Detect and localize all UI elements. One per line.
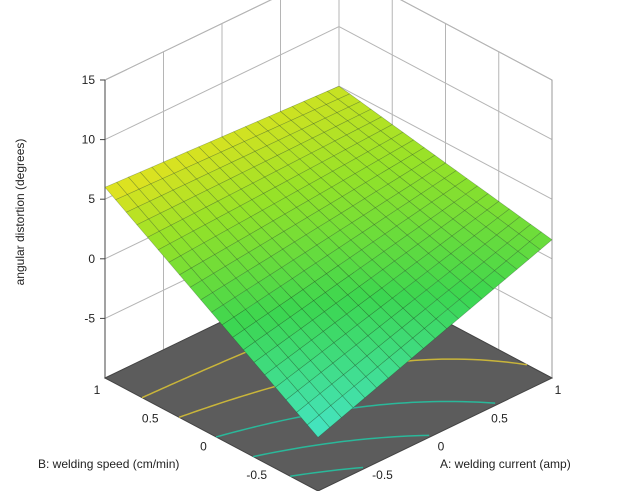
z-axis-label: angular distortion (degrees) [13,139,27,286]
surface-cell [412,328,436,349]
surface-cell [458,289,483,310]
surface-cell [377,356,401,379]
surface-cell [137,200,161,220]
surface-cell [482,270,506,290]
surface-cell [255,130,279,147]
surface-cell [264,365,288,388]
surface-cell [288,143,312,160]
surface-cell [336,275,360,296]
z-tick-label: 5 [88,192,95,206]
y-axis-label: B: welding speed (cm/min) [38,457,179,471]
surface-cell [139,166,163,185]
surface-cell [270,248,294,268]
surface-cell [321,155,345,172]
surface-cell [171,201,195,220]
surface-cell [205,200,229,219]
surface-cell [369,287,393,308]
surface-cell [400,154,424,171]
response-surface [104,85,553,438]
surface-cell [225,240,250,260]
x-tick-label: 0.5 [491,411,508,425]
surface-cell [115,194,139,213]
surface-cell [150,178,174,197]
surface-cell [303,262,327,283]
surface-cell [247,263,271,283]
z-tick-label: 10 [82,133,96,147]
surface-cell [371,251,395,270]
x-axis-label: A: welding current (amp) [440,457,571,471]
surface-cell [275,164,300,182]
surface-cell [326,247,351,267]
surface-cell [461,252,485,272]
surface-cell [344,344,368,366]
surface-cell [263,186,287,205]
surface-cell [151,161,175,179]
surface-cell [157,243,182,263]
contour-line [290,466,364,478]
surface-cell [223,277,248,298]
surface-cell [158,224,183,244]
surface-cell [172,184,196,203]
surface-cell [311,331,335,353]
x-tick-label: 0 [438,440,445,454]
z-tick-label: 15 [82,73,96,87]
surface-cell [392,270,417,290]
surface-cell [218,178,242,196]
surface-cell [306,414,331,438]
surface-cell [506,233,531,252]
y-tick-label: 1 [94,383,101,397]
surface-cell [329,212,353,231]
surface-cell [505,250,530,270]
surface-cell [214,247,238,267]
y-tick-label: -0.5 [246,468,267,482]
x-tick-label: -0.5 [372,468,393,482]
surface-cell [200,292,224,313]
surface-cell [301,123,325,139]
surface-cell [243,341,267,363]
surface-cell [231,156,255,174]
surface-cell [235,270,259,291]
contour-line [253,434,430,458]
x-tick-label: 1 [555,383,562,397]
surface-cell [296,200,320,218]
surface-cell [204,218,228,237]
surface-cell [318,405,342,428]
surface-cell [221,316,245,338]
z-tick-label: -5 [84,311,95,325]
surface-cell [185,162,209,180]
surface-cell [437,271,461,291]
surface-cell [348,267,372,287]
surface-cell [278,316,302,338]
y-tick-label: 0 [200,440,207,454]
surface-cell [308,177,333,195]
surface-cell [159,207,184,226]
surface-cell [197,157,221,174]
surface-cell [162,156,187,174]
surface-cell [116,176,140,195]
surface-cell [138,183,162,202]
y-tick-label: 0.5 [142,411,159,425]
surface-cell [211,304,235,326]
surface-cell [170,218,194,238]
surface-cell [179,267,203,288]
surface-cell [104,181,128,201]
surface-cell [285,390,309,413]
grid-line-z [104,0,553,81]
surface-cell [334,134,358,150]
surface-cell [414,289,438,310]
surface-cell [416,253,440,272]
z-tick-label: 0 [88,252,95,266]
